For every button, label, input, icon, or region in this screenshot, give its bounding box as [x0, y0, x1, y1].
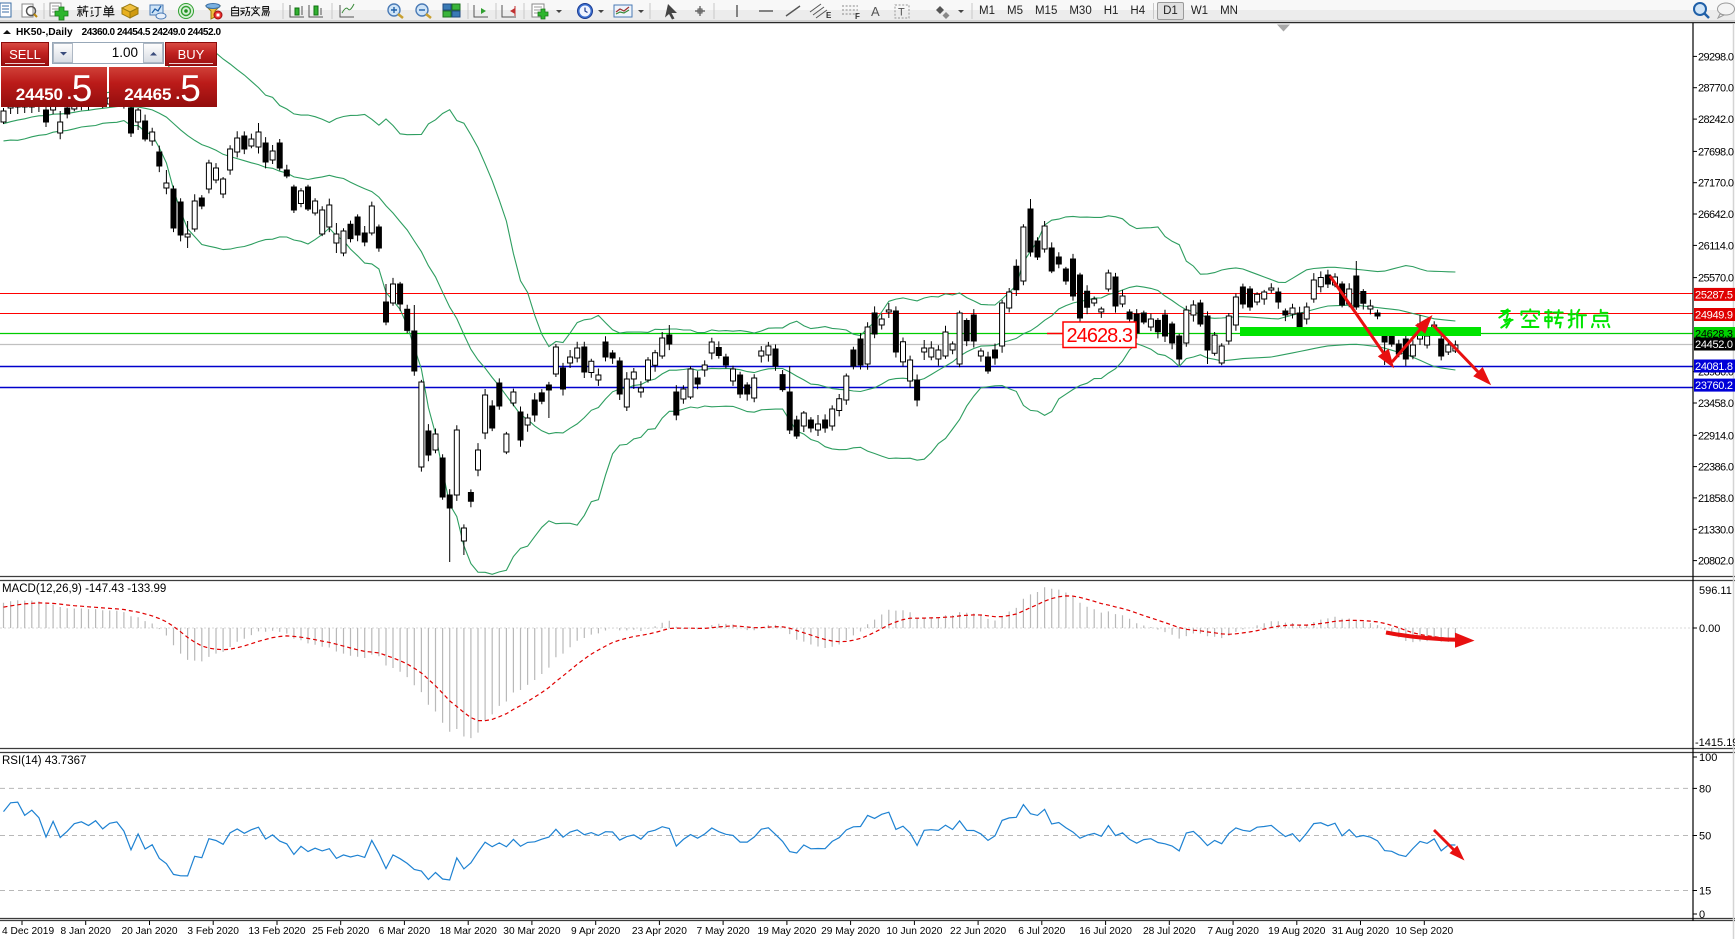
svg-text:10 Jun 2020: 10 Jun 2020: [886, 926, 942, 937]
svg-text:13 Feb 2020: 13 Feb 2020: [248, 926, 306, 937]
svg-text:22914.0: 22914.0: [1698, 430, 1734, 442]
svg-text:3 Feb 2020: 3 Feb 2020: [187, 926, 239, 937]
svg-text:24949.9: 24949.9: [1695, 310, 1733, 322]
svg-text:22 Jun 2020: 22 Jun 2020: [950, 926, 1006, 937]
svg-text:16 Jul 2020: 16 Jul 2020: [1079, 926, 1132, 937]
svg-text:9 Apr 2020: 9 Apr 2020: [571, 926, 621, 937]
svg-text:15: 15: [1699, 886, 1711, 898]
svg-text:10 Sep 2020: 10 Sep 2020: [1395, 926, 1453, 937]
svg-text:100: 100: [1699, 752, 1717, 764]
svg-text:25287.5: 25287.5: [1695, 289, 1733, 301]
svg-text:596.11: 596.11: [1699, 585, 1732, 597]
svg-text:-1415.19: -1415.19: [1695, 737, 1735, 749]
svg-text:F: F: [855, 12, 860, 21]
svg-text:27698.0: 27698.0: [1698, 146, 1734, 158]
svg-text:8 Jan 2020: 8 Jan 2020: [60, 926, 111, 937]
svg-text:18 Mar 2020: 18 Mar 2020: [440, 926, 498, 937]
svg-text:7 May 2020: 7 May 2020: [696, 926, 750, 937]
svg-text:RSI(14) 43.7367: RSI(14) 43.7367: [2, 755, 86, 767]
svg-text:29 May 2020: 29 May 2020: [821, 926, 880, 937]
svg-text:30 Mar 2020: 30 Mar 2020: [503, 926, 561, 937]
svg-text:A: A: [871, 4, 880, 19]
svg-text:26642.0: 26642.0: [1698, 209, 1734, 221]
svg-text:50: 50: [1699, 831, 1711, 843]
svg-text:28770.0: 28770.0: [1698, 83, 1734, 95]
svg-text:27170.0: 27170.0: [1698, 178, 1734, 190]
svg-text:23760.2: 23760.2: [1695, 380, 1733, 392]
svg-text:0.00: 0.00: [1699, 623, 1720, 635]
svg-text:28242.0: 28242.0: [1698, 114, 1734, 126]
svg-text:MACD(12,26,9) -147.43 -133.99: MACD(12,26,9) -147.43 -133.99: [2, 583, 166, 595]
svg-text:6 Jul 2020: 6 Jul 2020: [1018, 926, 1065, 937]
svg-text:6 Mar 2020: 6 Mar 2020: [379, 926, 431, 937]
svg-text:25 Feb 2020: 25 Feb 2020: [312, 926, 370, 937]
svg-text:19 Aug 2020: 19 Aug 2020: [1268, 926, 1326, 937]
svg-text:23 Apr 2020: 23 Apr 2020: [632, 926, 687, 937]
svg-text:24452.0: 24452.0: [1695, 339, 1733, 351]
svg-text:20 Jan 2020: 20 Jan 2020: [121, 926, 177, 937]
svg-text:T: T: [898, 7, 905, 19]
svg-text:20802.0: 20802.0: [1698, 556, 1734, 568]
svg-text:19 May 2020: 19 May 2020: [757, 926, 816, 937]
svg-text:26114.0: 26114.0: [1698, 240, 1734, 252]
svg-text:24628.3: 24628.3: [1067, 325, 1134, 347]
svg-text:28 Jul 2020: 28 Jul 2020: [1143, 926, 1196, 937]
svg-text:22386.0: 22386.0: [1698, 462, 1734, 474]
svg-text:7 Aug 2020: 7 Aug 2020: [1207, 926, 1259, 937]
svg-text:31 Aug 2020: 31 Aug 2020: [1332, 926, 1390, 937]
svg-text:24081.8: 24081.8: [1695, 361, 1733, 373]
svg-text:E: E: [826, 11, 832, 20]
svg-text:21330.0: 21330.0: [1698, 524, 1734, 536]
svg-text:0: 0: [1699, 909, 1705, 921]
svg-text:4 Dec 2019: 4 Dec 2019: [2, 926, 54, 937]
svg-text:23458.0: 23458.0: [1698, 398, 1734, 410]
svg-text:21858.0: 21858.0: [1698, 493, 1734, 505]
svg-text:29298.0: 29298.0: [1698, 51, 1734, 63]
svg-text:25570.0: 25570.0: [1698, 273, 1734, 285]
svg-text:80: 80: [1699, 783, 1711, 795]
